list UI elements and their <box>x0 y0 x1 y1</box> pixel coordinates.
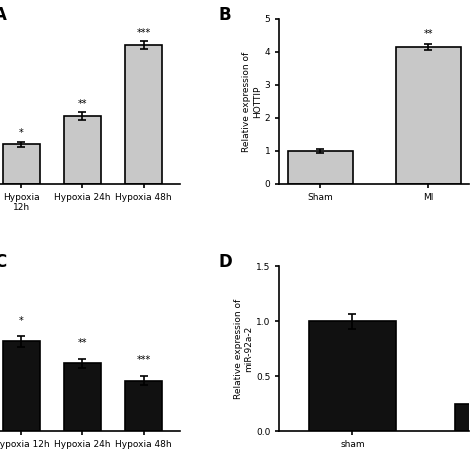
Bar <box>396 47 461 184</box>
Bar <box>64 363 101 431</box>
Y-axis label: Relative expression of
miR-92a-2: Relative expression of miR-92a-2 <box>234 299 253 399</box>
Text: ***: *** <box>137 28 151 38</box>
Bar <box>3 341 39 431</box>
Text: A: A <box>0 6 7 24</box>
Text: *: * <box>19 128 24 138</box>
Y-axis label: Relative expression of
HOTTIP: Relative expression of HOTTIP <box>242 51 262 152</box>
Bar <box>309 321 396 431</box>
Bar <box>455 404 474 431</box>
Bar <box>125 381 162 431</box>
Text: **: ** <box>423 29 433 39</box>
Bar <box>3 144 39 184</box>
Bar <box>125 46 162 184</box>
Text: **: ** <box>78 99 87 109</box>
Bar <box>64 116 101 184</box>
Text: **: ** <box>78 338 87 348</box>
Text: *: * <box>19 316 24 326</box>
Text: C: C <box>0 253 7 271</box>
Text: ***: *** <box>137 356 151 365</box>
Bar <box>288 151 353 184</box>
Text: B: B <box>219 6 231 24</box>
Text: D: D <box>219 253 232 271</box>
